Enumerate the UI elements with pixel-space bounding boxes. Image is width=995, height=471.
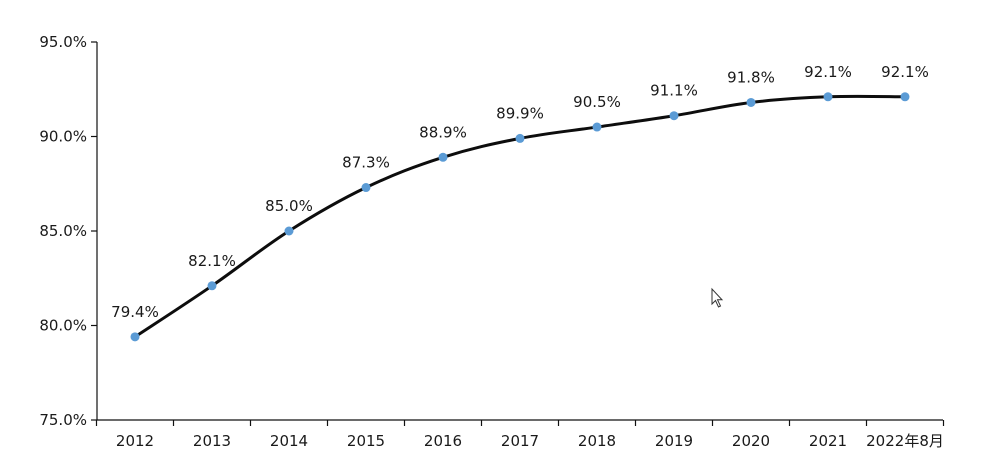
series-group (130, 92, 910, 342)
x-tick-label: 2014 (270, 432, 308, 450)
data-labels: 79.4% 82.1% 85.0% 87.3% 88.9% 89.9% 90.5% 91.1%… (111, 63, 929, 321)
x-tick-label: 2017 (501, 432, 539, 450)
data-point (746, 97, 756, 107)
data-label: 82.1% (188, 252, 236, 270)
x-axis: 2012 2013 2014 2015 2016 2017 2018 2019 2020 2021… (95, 419, 945, 450)
data-point (900, 92, 910, 102)
x-tick-label: 2012 (116, 432, 154, 450)
data-point (207, 281, 217, 291)
data-label: 90.5% (573, 93, 621, 111)
data-label: 88.9% (419, 123, 467, 141)
data-point (592, 122, 602, 132)
y-tick-label: 85.0% (39, 222, 87, 240)
y-tick-label: 95.0% (39, 33, 87, 51)
data-point (438, 152, 448, 162)
data-label: 79.4% (111, 303, 159, 321)
data-label: 92.1% (881, 63, 929, 81)
data-point (130, 332, 140, 342)
y-axis: 75.0% 80.0% 85.0% 90.0% 95.0% (39, 33, 98, 429)
data-label: 92.1% (804, 63, 852, 81)
data-label: 87.3% (342, 154, 390, 172)
x-tick-label: 2020 (732, 432, 770, 450)
y-tick-label: 80.0% (39, 317, 87, 335)
y-tick-label: 90.0% (39, 128, 87, 146)
x-tick-label: 2013 (193, 432, 231, 450)
data-label: 85.0% (265, 197, 313, 215)
data-point (284, 226, 294, 236)
x-tick-label: 2021 (809, 432, 847, 450)
y-tick-label: 75.0% (39, 411, 87, 429)
x-tick-label: 2022年8月 (866, 432, 944, 450)
data-point (669, 111, 679, 121)
data-label: 89.9% (496, 104, 544, 122)
x-tick-label: 2015 (347, 432, 385, 450)
data-label: 91.1% (650, 82, 698, 100)
series-line (133, 94, 907, 339)
data-point (515, 133, 525, 143)
x-tick-label: 2019 (655, 432, 693, 450)
x-tick-label: 2016 (424, 432, 462, 450)
data-label: 91.8% (727, 68, 775, 86)
x-tick-label: 2018 (578, 432, 616, 450)
mouse-cursor-icon (711, 287, 724, 308)
data-point (823, 92, 833, 102)
data-point (361, 183, 371, 193)
